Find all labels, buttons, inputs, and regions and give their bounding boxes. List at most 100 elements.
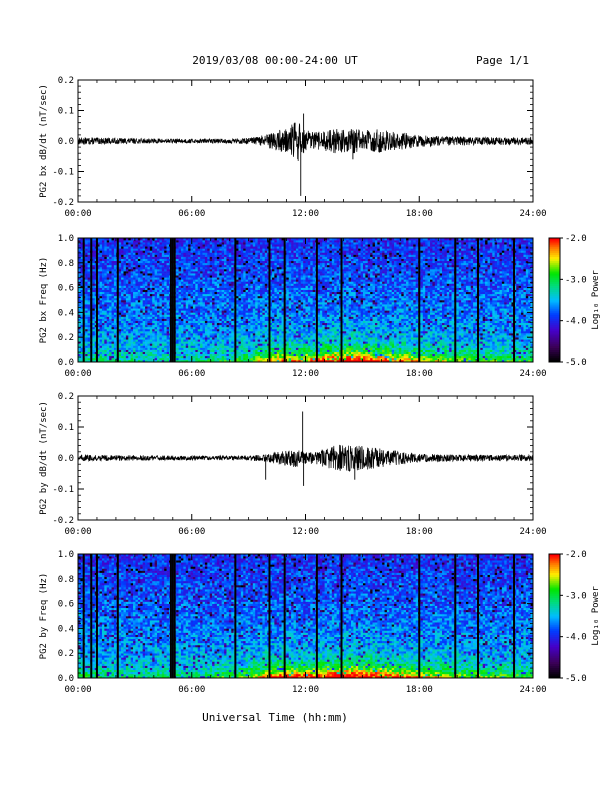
- heat-cell: [216, 306, 220, 309]
- heat-cell: [216, 310, 220, 313]
- heat-cell: [166, 244, 170, 247]
- heat-cell: [264, 316, 268, 319]
- heat-cell: [130, 351, 134, 355]
- heat-cell: [113, 324, 117, 328]
- heat-cell: [142, 324, 146, 328]
- heat-cell: [133, 258, 136, 262]
- heat-cell: [264, 306, 268, 309]
- heat-cell: [111, 260, 115, 264]
- heat-cell: [157, 347, 160, 350]
- heat-cell: [164, 271, 167, 274]
- heat-cell: [85, 266, 88, 270]
- heat-cell: [113, 302, 117, 305]
- heat-cell: [109, 262, 112, 266]
- heat-cell: [113, 351, 117, 355]
- heat-cell: [145, 254, 148, 257]
- heat-cell: [133, 347, 136, 350]
- heat-cell: [257, 355, 261, 359]
- heat-cell: [140, 240, 143, 243]
- heat-cell: [209, 240, 213, 243]
- heat-cell: [228, 293, 232, 297]
- heat-cell: [140, 339, 143, 342]
- heat-cell: [78, 279, 81, 282]
- heat-cell: [197, 339, 201, 342]
- heat-cell: [149, 293, 153, 297]
- heat-cell: [224, 324, 227, 328]
- heat-cell: [152, 291, 155, 295]
- heat-cell: [209, 297, 213, 301]
- heat-cell: [80, 312, 84, 315]
- heat-cell: [176, 262, 179, 266]
- heat-cell: [209, 287, 213, 290]
- heat-cell: [183, 357, 187, 361]
- heat-cell: [97, 269, 100, 272]
- heat-cell: [202, 306, 206, 309]
- heat-cell: [236, 304, 239, 307]
- heat-cell: [92, 328, 96, 332]
- heat-cell: [118, 312, 122, 315]
- heat-cell: [104, 326, 108, 330]
- heat-cell: [238, 341, 242, 344]
- heat-cell: [118, 333, 122, 336]
- heat-cell: [183, 343, 187, 346]
- heat-cell: [250, 353, 254, 357]
- heat-cell: [264, 320, 268, 324]
- heat-cell: [209, 291, 213, 295]
- heat-cell: [121, 254, 124, 257]
- heat-cell: [166, 312, 170, 315]
- heat-cell: [221, 312, 225, 315]
- heat-cell: [125, 260, 129, 264]
- heat-cell: [80, 252, 84, 255]
- heat-cell: [133, 281, 136, 284]
- heat-cell: [228, 262, 232, 266]
- heat-cell: [219, 295, 222, 299]
- heat-cell: [118, 302, 122, 305]
- heat-cell: [113, 281, 117, 284]
- heat-cell: [224, 341, 227, 344]
- heat-cell: [161, 341, 165, 344]
- heat-cell: [192, 246, 196, 249]
- plot-frame: [77, 79, 534, 203]
- heat-cell: [207, 302, 211, 305]
- heat-cell: [180, 291, 184, 295]
- heat-cell: [271, 335, 275, 338]
- heat-cell: [145, 341, 148, 344]
- heat-cell: [221, 279, 225, 282]
- heat-cell: [212, 306, 215, 309]
- heat-cell: [219, 281, 222, 284]
- heat-cell: [135, 256, 139, 259]
- heat-cell: [185, 250, 189, 253]
- heat-cell: [142, 343, 146, 346]
- heat-cell: [252, 242, 256, 245]
- heat-cell: [255, 312, 258, 315]
- heat-cell: [78, 345, 81, 348]
- heat-cell: [149, 291, 153, 295]
- heat-cell: [180, 279, 184, 282]
- heat-cell: [224, 335, 227, 338]
- heat-cell: [221, 277, 225, 280]
- heat-cell: [238, 345, 242, 348]
- heat-cell: [92, 275, 96, 278]
- heat-cell: [152, 316, 155, 319]
- heat-cell: [257, 275, 261, 278]
- heat-cell: [240, 279, 244, 282]
- heat-cell: [257, 349, 261, 352]
- heat-cell: [178, 318, 182, 321]
- heat-cell: [104, 359, 108, 363]
- heat-cell: [180, 353, 184, 357]
- heat-cell: [106, 269, 110, 272]
- heat-cell: [149, 312, 153, 315]
- heat-cell: [97, 316, 100, 319]
- heat-cell: [164, 351, 167, 355]
- heat-cell: [152, 337, 155, 340]
- heat-cell: [109, 351, 112, 355]
- heat-cell: [195, 266, 199, 270]
- heat-cell: [142, 335, 146, 338]
- heat-cell: [262, 320, 266, 324]
- heat-cell: [161, 300, 165, 303]
- heat-cell: [192, 300, 196, 303]
- heat-cell: [104, 355, 108, 359]
- heat-cell: [85, 300, 88, 303]
- heat-cell: [255, 314, 258, 317]
- heat-cell: [104, 295, 108, 299]
